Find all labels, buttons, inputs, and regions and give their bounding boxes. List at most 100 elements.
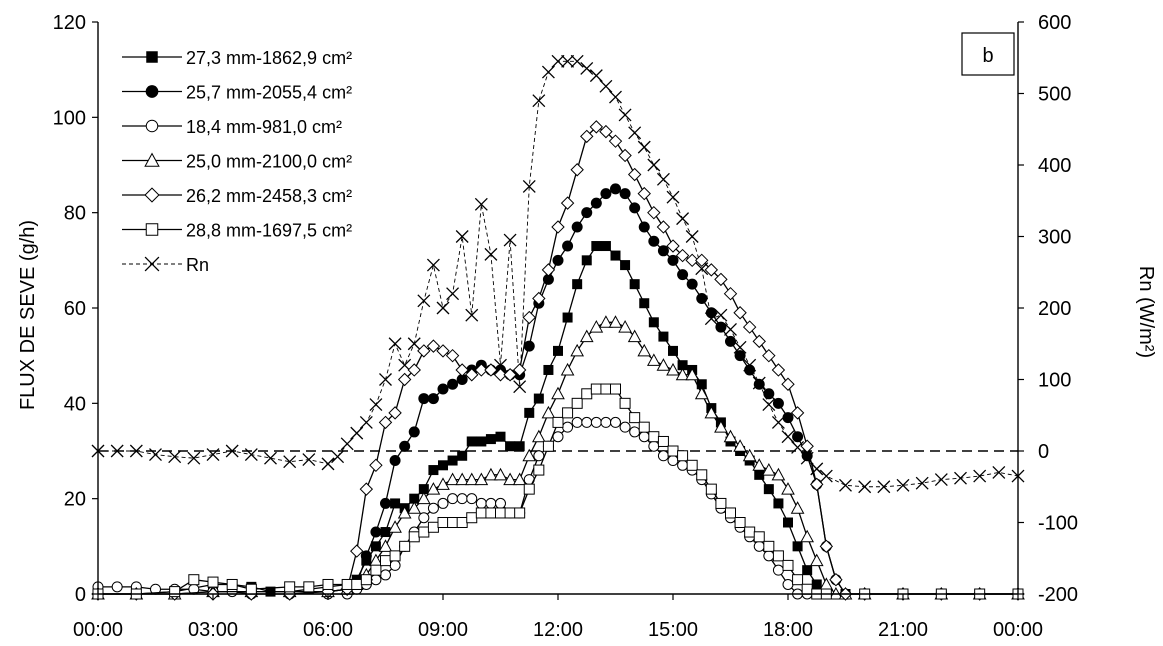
data-point bbox=[407, 501, 422, 514]
data-point bbox=[590, 416, 602, 428]
cross-stroke bbox=[302, 453, 316, 467]
data-point bbox=[819, 469, 833, 483]
data-point bbox=[571, 221, 583, 233]
legend-label: 27,3 mm-1862,9 cm² bbox=[186, 48, 352, 68]
cross-stroke bbox=[359, 415, 373, 429]
data-point bbox=[667, 455, 679, 467]
data-point bbox=[359, 415, 373, 429]
cross-stroke bbox=[398, 358, 412, 372]
data-point bbox=[560, 362, 575, 376]
data-point bbox=[829, 572, 843, 587]
data-point bbox=[426, 258, 440, 272]
data-point bbox=[542, 440, 554, 452]
cross-stroke bbox=[379, 373, 392, 386]
data-point bbox=[485, 507, 497, 519]
cross-stroke bbox=[628, 126, 642, 140]
data-point bbox=[782, 578, 794, 590]
data-point bbox=[399, 540, 411, 552]
y-left-tick-label: 40 bbox=[64, 393, 86, 415]
cross-stroke bbox=[168, 450, 182, 464]
data-point bbox=[579, 329, 594, 343]
data-point bbox=[484, 247, 498, 261]
y-left-tick-label: 80 bbox=[64, 203, 86, 225]
data-point bbox=[686, 459, 698, 471]
data-point bbox=[733, 439, 747, 452]
data-point bbox=[648, 440, 660, 452]
data-point bbox=[360, 574, 372, 586]
data-point bbox=[675, 248, 690, 263]
data-point bbox=[773, 498, 784, 509]
data-point bbox=[656, 358, 671, 371]
data-point bbox=[657, 245, 669, 257]
data-point bbox=[436, 344, 450, 358]
data-point bbox=[656, 220, 671, 234]
data-point bbox=[144, 187, 160, 203]
x-tick-label: 03:00 bbox=[188, 619, 238, 641]
data-point bbox=[226, 578, 238, 590]
data-point bbox=[600, 416, 612, 428]
data-point bbox=[399, 440, 411, 452]
cross-stroke bbox=[225, 444, 239, 458]
data-point bbox=[782, 559, 794, 571]
data-point bbox=[580, 62, 594, 75]
data-point bbox=[380, 555, 391, 567]
cross-stroke bbox=[144, 256, 160, 272]
data-point bbox=[790, 501, 805, 514]
data-point bbox=[896, 478, 910, 492]
data-point bbox=[599, 124, 613, 139]
legend: 27,3 mm-1862,9 cm² 25,7 mm-2055,4 cm² 18,4… bbox=[122, 48, 352, 275]
data-point bbox=[934, 473, 948, 487]
legend-label: Rn bbox=[186, 255, 209, 275]
cross-stroke bbox=[561, 54, 575, 68]
data-point bbox=[388, 520, 402, 533]
data-point bbox=[532, 291, 546, 306]
data-point bbox=[686, 278, 698, 290]
data-point bbox=[647, 205, 661, 220]
data-point bbox=[379, 373, 392, 386]
x-tick-label: 00:00 bbox=[993, 619, 1043, 641]
data-point bbox=[667, 445, 679, 457]
cross-stroke bbox=[724, 322, 737, 336]
cross-stroke bbox=[570, 54, 584, 68]
data-point bbox=[734, 350, 746, 362]
data-point bbox=[781, 482, 795, 495]
data-point bbox=[418, 393, 430, 405]
data-point bbox=[752, 334, 766, 349]
y-left-tick-label: 20 bbox=[64, 489, 86, 511]
data-point bbox=[629, 202, 641, 214]
cross-stroke bbox=[465, 308, 479, 322]
data-point bbox=[723, 429, 738, 443]
data-point bbox=[407, 337, 421, 351]
data-point bbox=[543, 364, 554, 375]
data-point bbox=[782, 412, 794, 424]
data-point bbox=[110, 444, 124, 458]
legend-label: 18,4 mm-981,0 cm² bbox=[186, 117, 342, 137]
legend-label: 25,7 mm-2055,4 cm² bbox=[186, 83, 352, 103]
data-point bbox=[438, 460, 448, 471]
data-point bbox=[723, 286, 738, 301]
data-point bbox=[619, 397, 631, 409]
data-point bbox=[144, 152, 160, 167]
data-point bbox=[389, 455, 401, 467]
data-point bbox=[428, 465, 439, 476]
data-point bbox=[495, 431, 506, 442]
cross-stroke bbox=[522, 179, 536, 193]
data-point bbox=[445, 472, 460, 486]
cross-stroke bbox=[915, 476, 929, 490]
data-point bbox=[677, 269, 689, 281]
data-point bbox=[562, 421, 574, 433]
cross-stroke bbox=[340, 437, 354, 451]
cross-stroke bbox=[503, 233, 517, 247]
x-tick-label: 15:00 bbox=[648, 619, 698, 641]
cross-stroke bbox=[426, 258, 440, 272]
data-point bbox=[762, 348, 776, 363]
data-point bbox=[466, 512, 478, 524]
data-point bbox=[571, 416, 583, 428]
data-point bbox=[705, 483, 717, 495]
y-right-tick-label: 0 bbox=[1038, 441, 1049, 463]
data-point bbox=[608, 315, 623, 328]
cross-stroke bbox=[599, 79, 613, 93]
cross-stroke bbox=[609, 90, 622, 104]
data-point bbox=[380, 527, 391, 538]
